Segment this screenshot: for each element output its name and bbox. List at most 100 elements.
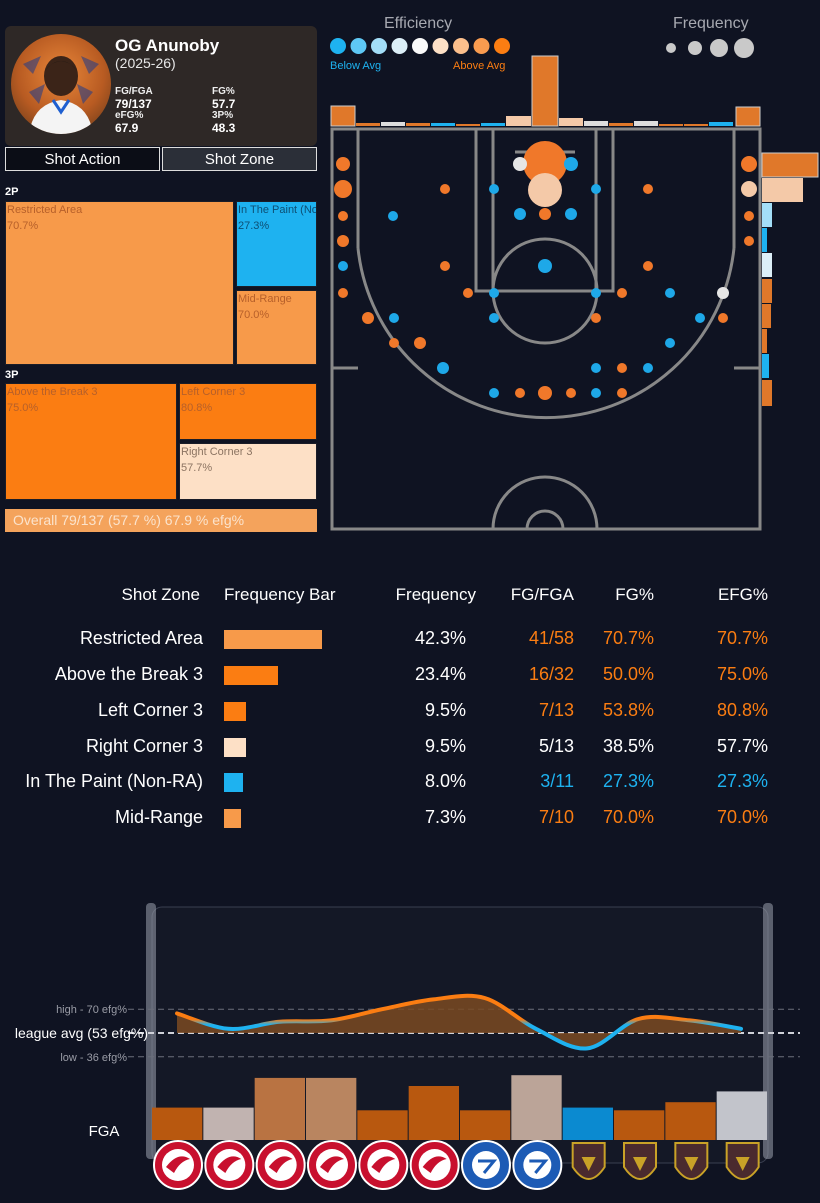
efficiency-legend — [330, 38, 510, 54]
stat-label-efg: eFG% — [115, 110, 144, 121]
stat-label-fgpct: FG% — [212, 86, 235, 97]
shot-dot — [665, 338, 675, 348]
efficiency-legend-dot — [432, 38, 449, 54]
efficiency-legend-dot — [494, 38, 510, 54]
shot-dot — [695, 313, 705, 323]
group-label-3p: 3P — [5, 369, 19, 381]
scroll-handle-left[interactable] — [146, 903, 156, 1159]
efficiency-legend-dot — [330, 38, 346, 54]
fgfga-value: 16/32 — [528, 664, 574, 684]
shot-dot — [334, 180, 352, 198]
player-season: (2025-26) — [115, 55, 176, 71]
treemap-tile-left-corner-3[interactable]: Left Corner 3 80.8% — [179, 383, 317, 440]
th-efg: EFG% — [717, 585, 768, 604]
shot-dot — [591, 288, 601, 298]
treemap-tile-restricted-area[interactable]: Restricted Area 70.7% — [5, 201, 234, 365]
th-fg: FG% — [615, 585, 654, 604]
shot-dot — [539, 208, 551, 220]
shot-dot — [643, 261, 653, 271]
zone-name: Left Corner 3 — [97, 700, 203, 720]
shot-dot — [717, 287, 729, 299]
fg-value: 38.5% — [602, 736, 654, 756]
shot-dot — [389, 313, 399, 323]
treemap-tile-right-corner-3[interactable]: Right Corner 3 57.7% — [179, 443, 317, 500]
fgfga-value: 3/11 — [540, 771, 574, 791]
shot-dot — [643, 184, 653, 194]
stat-label-3p: 3P% — [212, 110, 234, 121]
shot-dot — [514, 208, 526, 220]
efficiency-legend-dot — [391, 38, 408, 54]
below-avg-label: Below Avg — [330, 60, 382, 72]
shot-dot — [617, 288, 627, 298]
shot-dot — [591, 363, 601, 373]
shot-dot — [389, 338, 399, 348]
fga-bar — [460, 1110, 511, 1140]
shot-zone-toggle[interactable]: Shot Zone — [162, 147, 317, 171]
fgfga-value: 7/13 — [538, 700, 574, 720]
tile-name: In The Paint (Non-RA) — [238, 204, 316, 216]
shot-dot — [617, 388, 627, 398]
shot-dot — [489, 388, 499, 398]
high-ref-label: high - 70 efg% — [56, 1004, 127, 1016]
zone-name: Right Corner 3 — [85, 736, 203, 756]
shot-dot — [336, 157, 350, 171]
efg-trend-chart: high - 70 efg% league avg (53 efg%) low … — [15, 903, 800, 1190]
tile-name: Restricted Area — [7, 204, 83, 216]
cavaliers-logo-icon — [571, 1142, 606, 1180]
tile-pct: 70.0% — [238, 309, 270, 321]
tile-pct: 27.3% — [238, 220, 270, 232]
frequency-value: 23.4% — [414, 664, 466, 684]
stat-value-efg: 67.9 — [115, 121, 139, 135]
efficiency-legend-dot — [350, 38, 367, 54]
tile-pct: 80.8% — [181, 402, 213, 414]
fga-bar — [203, 1107, 254, 1140]
shot-dot — [591, 313, 601, 323]
treemap-tile-in-the-paint[interactable]: In The Paint (Non-RA) 27.3% — [236, 201, 317, 287]
shot-dots — [334, 141, 757, 400]
shot-dot — [741, 156, 757, 172]
above-avg-label: Above Avg — [453, 60, 506, 72]
efg-area — [175, 993, 743, 1051]
tile-name: Above the Break 3 — [7, 386, 98, 398]
court-lines — [330, 127, 762, 531]
shot-action-toggle[interactable]: Shot Action — [5, 147, 160, 171]
shot-dot — [744, 236, 754, 246]
hawks-logo-icon — [204, 1140, 255, 1190]
shot-dot — [741, 181, 757, 197]
shot-dot — [617, 363, 627, 373]
76ers-logo-icon — [461, 1140, 511, 1190]
76ers-logo-icon — [512, 1140, 563, 1190]
shot-dot — [437, 362, 449, 374]
fga-bars — [152, 1075, 767, 1140]
efficiency-legend-dot — [412, 38, 428, 54]
shot-dot — [591, 184, 601, 194]
shot-dot — [538, 386, 552, 400]
fgfga-value: 41/58 — [528, 628, 574, 648]
hawks-logo-icon — [409, 1140, 460, 1190]
shot-dot — [564, 157, 578, 171]
shot-dot — [440, 184, 450, 194]
shot-dot — [665, 288, 675, 298]
fga-bar — [152, 1107, 203, 1140]
shot-dot — [538, 259, 552, 273]
zone-name: In The Paint (Non-RA) — [25, 771, 203, 791]
shot-dot — [489, 313, 499, 323]
shot-dot — [388, 211, 398, 221]
frequency-bar — [224, 738, 246, 757]
freq-legend-dot-2 — [688, 41, 702, 55]
efg-value: 75.0% — [716, 664, 768, 684]
stat-value-fgpct: 57.7 — [212, 97, 236, 111]
hawks-logo-icon — [255, 1140, 306, 1190]
tile-pct: 70.7% — [7, 220, 39, 232]
efg-value: 27.3% — [716, 771, 768, 791]
treemap-tile-mid-range[interactable]: Mid-Range 70.0% — [236, 290, 317, 365]
frequency-value: 7.3% — [424, 807, 466, 827]
hawks-logo-icon — [358, 1140, 409, 1190]
frequency-legend-title: Frequency — [673, 15, 749, 32]
frequency-value: 8.0% — [424, 771, 466, 791]
fga-bar — [254, 1077, 305, 1140]
fg-value: 50.0% — [602, 664, 654, 684]
frequency-value: 9.5% — [424, 736, 466, 756]
shot-dot — [565, 208, 577, 220]
treemap-tile-above-the-break-3[interactable]: Above the Break 3 75.0% — [5, 383, 177, 500]
